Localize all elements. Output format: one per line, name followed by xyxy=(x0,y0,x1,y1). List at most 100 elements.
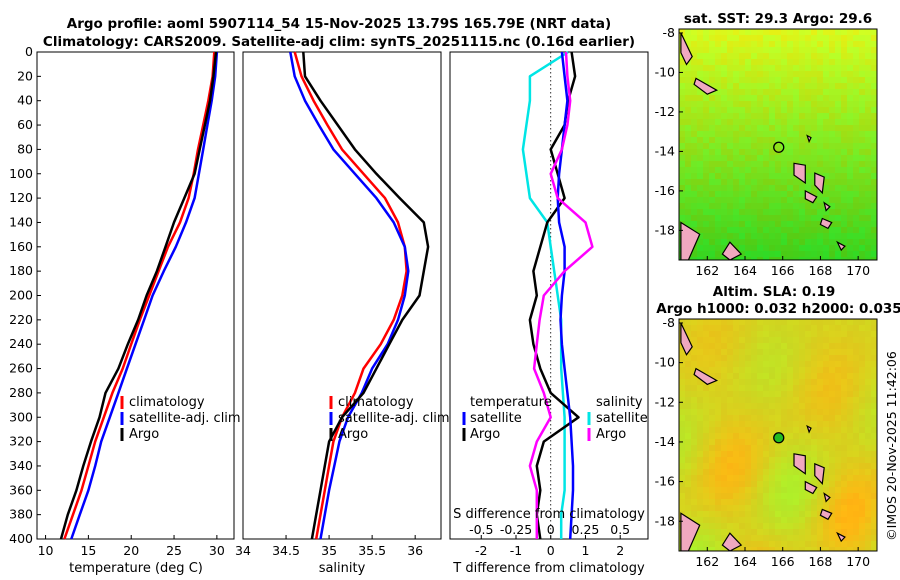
heatmap-cell xyxy=(871,191,877,197)
heatmap-cell xyxy=(739,251,745,257)
heatmap-cell xyxy=(835,331,841,337)
heatmap-cell xyxy=(829,379,835,385)
heatmap-cell xyxy=(805,257,811,260)
heatmap-cell xyxy=(715,391,721,397)
heatmap-cell xyxy=(805,143,811,149)
heatmap-cell xyxy=(769,101,775,107)
heatmap-cell xyxy=(823,517,829,523)
heatmap-cell xyxy=(847,331,853,337)
heatmap-cell xyxy=(781,227,787,233)
heatmap-cell xyxy=(691,143,697,149)
heatmap-cell xyxy=(835,215,841,221)
heatmap-cell xyxy=(745,53,751,59)
heatmap-cell xyxy=(805,47,811,53)
heatmap-cell xyxy=(817,511,823,517)
heatmap-cell xyxy=(769,349,775,355)
heatmap-cell xyxy=(787,499,793,505)
heatmap-cell xyxy=(799,83,805,89)
heatmap-cell xyxy=(745,409,751,415)
heatmap-cell xyxy=(817,499,823,505)
depth-axis: 0204060801001201401601802002202402602803… xyxy=(9,44,454,546)
heatmap-cell xyxy=(847,203,853,209)
heatmap-cell xyxy=(745,245,751,251)
heatmap-cell xyxy=(859,493,865,499)
heatmap-cell xyxy=(823,469,829,475)
heatmap-cell xyxy=(751,179,757,185)
heatmap-cell xyxy=(697,257,703,260)
heatmap-cell xyxy=(847,403,853,409)
heatmap-cell xyxy=(709,505,715,511)
heatmap-cell xyxy=(745,361,751,367)
argo-float-marker xyxy=(773,432,785,444)
heatmap-cell xyxy=(823,53,829,59)
heatmap-cell xyxy=(745,439,751,445)
heatmap-cell xyxy=(721,457,727,463)
heatmap-cell xyxy=(751,119,757,125)
sst-lat-axis: -8-10-12-14-16-18 xyxy=(655,25,683,237)
heatmap-cell xyxy=(859,451,865,457)
heatmap-cell xyxy=(847,71,853,77)
heatmap-cell xyxy=(817,191,823,197)
heatmap-cell xyxy=(709,511,715,517)
heatmap-cell xyxy=(685,221,691,227)
heatmap-cell xyxy=(799,505,805,511)
heatmap-cell xyxy=(727,523,733,529)
heatmap-cell xyxy=(841,409,847,415)
heatmap-cell xyxy=(697,29,703,35)
heatmap-cell xyxy=(703,65,709,71)
heatmap-cell xyxy=(715,185,721,191)
heatmap-cell xyxy=(805,325,811,331)
heatmap-cell xyxy=(811,499,817,505)
heatmap-cell xyxy=(823,439,829,445)
heatmap-cell xyxy=(757,541,763,547)
heatmap-cell xyxy=(763,445,769,451)
heatmap-cell xyxy=(805,179,811,185)
heatmap-cell xyxy=(691,215,697,221)
heatmap-cell xyxy=(781,167,787,173)
heatmap-cell xyxy=(697,239,703,245)
heatmap-cell xyxy=(811,65,817,71)
heatmap-cell xyxy=(727,319,733,325)
heatmap-cell xyxy=(703,29,709,35)
heatmap-cell xyxy=(829,155,835,161)
heatmap-cell xyxy=(739,463,745,469)
heatmap-cell xyxy=(739,523,745,529)
heatmap-cell xyxy=(847,511,853,517)
heatmap-cell xyxy=(841,547,847,551)
heatmap-cell xyxy=(691,29,697,35)
heatmap-cell xyxy=(763,41,769,47)
heatmap-cell xyxy=(715,191,721,197)
heatmap-cell xyxy=(745,511,751,517)
heatmap-cell xyxy=(697,95,703,101)
heatmap-cell xyxy=(799,403,805,409)
heatmap-cell xyxy=(679,215,685,221)
heatmap-cell xyxy=(865,101,871,107)
heatmap-cell xyxy=(817,427,823,433)
heatmap-cell xyxy=(691,185,697,191)
heatmap-cell xyxy=(703,119,709,125)
heatmap-cell xyxy=(793,119,799,125)
heatmap-cell xyxy=(703,53,709,59)
heatmap-cell xyxy=(805,373,811,379)
heatmap-cell xyxy=(847,385,853,391)
heatmap-cell xyxy=(793,143,799,149)
heatmap-cell xyxy=(751,457,757,463)
heatmap-cell xyxy=(739,89,745,95)
heatmap-cell xyxy=(835,137,841,143)
heatmap-cell xyxy=(775,349,781,355)
heatmap-cell xyxy=(703,493,709,499)
heatmap-cell xyxy=(865,215,871,221)
heatmap-cell xyxy=(799,257,805,260)
heatmap-cell xyxy=(781,251,787,257)
heatmap-cell xyxy=(697,475,703,481)
heatmap-cell xyxy=(829,257,835,260)
heatmap-cell xyxy=(853,511,859,517)
heatmap-cell xyxy=(829,457,835,463)
heatmap-cell xyxy=(781,319,787,325)
heatmap-cell xyxy=(847,77,853,83)
heatmap-cell xyxy=(817,367,823,373)
heatmap-cell xyxy=(817,203,823,209)
heatmap-cell xyxy=(841,421,847,427)
heatmap-cell xyxy=(787,331,793,337)
temperature-tick-label: 25 xyxy=(166,543,182,558)
